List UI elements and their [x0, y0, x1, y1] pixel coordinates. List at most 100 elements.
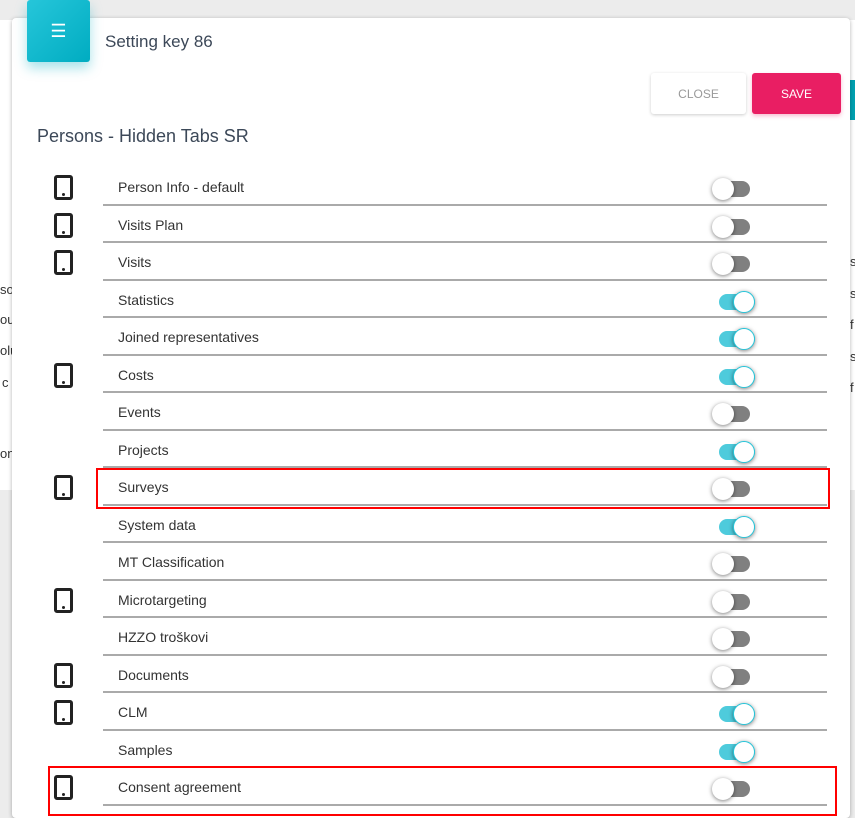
mobile-icon [54, 662, 73, 688]
toggle-switch[interactable] [712, 253, 750, 275]
mobile-icon [54, 175, 73, 200]
highlight-box [96, 468, 830, 509]
mobile-icon [54, 250, 73, 275]
divider [103, 503, 827, 506]
toggle-switch[interactable] [719, 365, 755, 388]
mobile-icon [54, 775, 73, 800]
setting-row: CLM [0, 693, 855, 731]
toggle-knob [733, 515, 755, 538]
toggle-knob [712, 778, 734, 800]
setting-label: Consent agreement [118, 779, 241, 795]
toggle-knob [712, 590, 734, 613]
toggle-switch[interactable] [712, 590, 750, 613]
setting-label: HZZO troškovi [118, 629, 209, 645]
setting-row: Visits [0, 243, 855, 281]
toggle-knob [712, 553, 734, 575]
bg-text-fragment: s [850, 349, 855, 364]
divider [103, 691, 827, 693]
bg-text-fragment: f [850, 317, 854, 332]
setting-row: Statistics [0, 281, 855, 318]
setting-label: CLM [118, 704, 148, 720]
setting-row: Joined representatives [0, 318, 855, 356]
divider [103, 578, 827, 581]
divider [103, 653, 827, 656]
toggle-knob [733, 440, 755, 463]
toggle-knob [733, 328, 755, 350]
divider [103, 353, 827, 356]
setting-label: MT Classification [118, 554, 225, 570]
setting-label: Costs [118, 366, 154, 383]
toggle-switch[interactable] [712, 553, 750, 575]
divider [103, 541, 827, 543]
toggle-switch[interactable] [712, 403, 750, 425]
setting-row: Projects [0, 431, 855, 468]
toggle-switch[interactable] [719, 440, 755, 463]
mobile-icon [54, 212, 73, 238]
toggle-switch[interactable] [712, 178, 750, 200]
bg-text-fragment: on [0, 446, 15, 461]
toggle-switch[interactable] [719, 328, 755, 350]
toggle-switch[interactable] [712, 628, 750, 650]
toggle-knob [733, 740, 755, 763]
setting-label: Visits Plan [118, 216, 184, 233]
toggle-knob [712, 628, 734, 650]
toggle-knob [733, 290, 755, 313]
mobile-icon [54, 587, 73, 613]
divider [103, 316, 827, 318]
toggle-switch[interactable] [712, 478, 750, 500]
mobile-icon [54, 475, 73, 500]
setting-row: Person Info - default [0, 168, 855, 206]
save-button[interactable]: SAVE [752, 73, 841, 114]
bg-text-fragment: c [2, 375, 9, 390]
setting-row: Surveys [0, 468, 855, 506]
setting-label: Person Info - default [118, 179, 245, 195]
setting-row: Microtargeting [0, 581, 855, 618]
divider [103, 466, 827, 468]
toggle-knob [712, 215, 734, 238]
toggle-switch[interactable] [712, 778, 750, 800]
divider [103, 391, 827, 393]
setting-row: System data [0, 506, 855, 543]
toggle-switch[interactable] [719, 740, 755, 763]
bg-text-fragment: so [0, 282, 14, 297]
bg-text-fragment: f [850, 380, 854, 395]
divider [103, 278, 827, 281]
setting-label: Surveys [118, 479, 169, 495]
toggle-switch[interactable] [712, 665, 750, 688]
toggle-switch[interactable] [719, 515, 755, 538]
setting-label: Events [118, 404, 161, 420]
section-title: Persons - Hidden Tabs SR [37, 126, 249, 146]
setting-row: HZZO troškovi [0, 618, 855, 656]
toggle-knob [712, 403, 734, 425]
toggle-knob [712, 253, 734, 275]
setting-row: Visits Plan [0, 206, 855, 243]
setting-row: Events [0, 393, 855, 431]
bg-text-fragment: s [850, 286, 855, 301]
setting-label: Visits [118, 254, 152, 270]
divider [103, 616, 827, 618]
toggle-knob [733, 365, 755, 388]
setting-row: MT Classification [0, 543, 855, 581]
setting-label: Documents [118, 666, 189, 683]
toggle-knob [712, 478, 734, 500]
settings-dialog [12, 18, 850, 818]
setting-label: Microtargeting [118, 591, 207, 608]
divider [103, 241, 827, 243]
toggle-knob [712, 665, 734, 688]
bg-text-fragment: s [850, 254, 855, 269]
setting-row: Documents [0, 656, 855, 693]
divider [103, 203, 827, 206]
setting-label: Projects [118, 441, 169, 458]
close-button[interactable]: CLOSE [651, 73, 746, 114]
divider [103, 728, 827, 731]
mobile-icon [54, 362, 73, 388]
divider [103, 428, 827, 431]
background-accent-bar [848, 80, 855, 120]
toggle-knob [733, 703, 755, 725]
setting-label: Samples [118, 741, 173, 758]
setting-label: System data [118, 516, 196, 533]
toggle-switch[interactable] [719, 290, 755, 313]
toggle-switch[interactable] [719, 703, 755, 725]
toggle-switch[interactable] [712, 215, 750, 238]
setting-row: Costs [0, 356, 855, 393]
